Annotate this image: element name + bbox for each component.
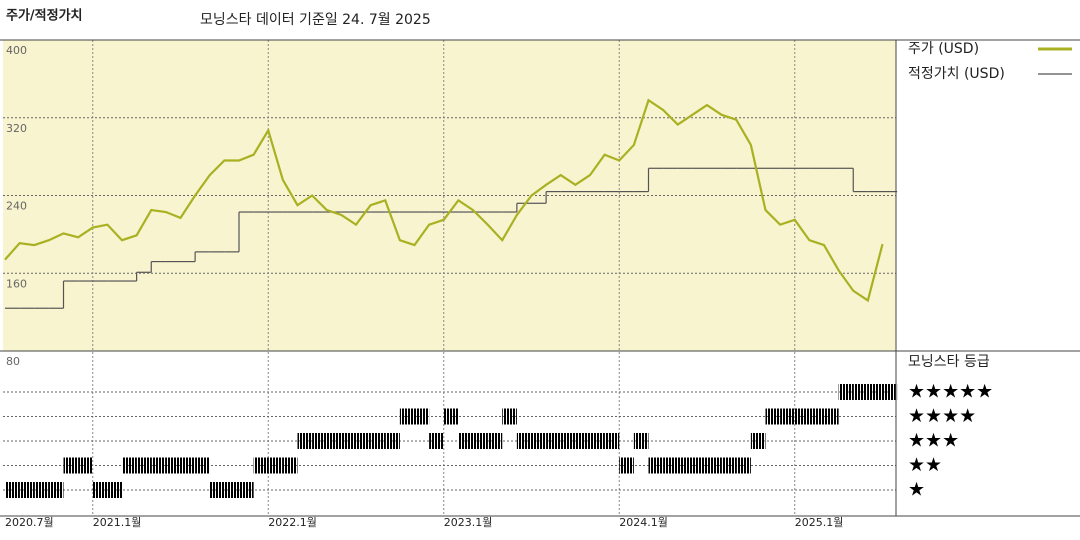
rating-bar: [619, 457, 634, 474]
rating-bar: [195, 457, 210, 474]
rating-bar: [443, 408, 459, 425]
rating-bar: [765, 408, 781, 425]
rating-bar: [736, 457, 751, 474]
rating-bar: [604, 433, 620, 449]
rating-bar: [707, 457, 722, 474]
x-tick-label: 2025.1월: [795, 516, 844, 529]
price-line: [4, 98, 884, 303]
subtitle: 모닝스타 데이터 기준일 24. 7월 2025: [200, 12, 431, 28]
rating-bar: [560, 433, 576, 449]
rating-label: ★: [908, 479, 925, 501]
chart-title: 주가/적정가치: [6, 8, 83, 24]
rating-bar: [19, 482, 35, 498]
rating-bar: [326, 433, 342, 449]
rating-bar: [107, 482, 122, 498]
rating-bar: [721, 457, 737, 474]
rating-bar: [531, 433, 547, 449]
rating-bar: [370, 433, 386, 449]
rating-bar: [663, 457, 678, 474]
rating-label: ★★★★★: [908, 381, 993, 403]
rating-bar: [239, 482, 254, 498]
rating-bar: [648, 457, 664, 474]
rating-bar: [809, 408, 824, 425]
rating-bar: [458, 433, 473, 449]
x-tick-label: 2022.1월: [268, 516, 317, 529]
rating-bar: [78, 457, 93, 474]
rating-bar: [794, 408, 810, 425]
rating-bar: [151, 457, 166, 474]
rating-bar: [63, 457, 79, 474]
rating-label: ★★★: [908, 430, 959, 452]
rating-label: ★★: [908, 454, 942, 476]
rating-bar: [399, 408, 415, 425]
rating-bar: [575, 433, 590, 449]
rating-bar: [122, 457, 137, 474]
x-tick-label: 2020.7월: [5, 516, 54, 529]
rating-bar: [750, 433, 766, 449]
y-tick-label: 160: [6, 277, 27, 290]
legend-label: 주가 (USD): [908, 41, 979, 57]
y-tick-label: 400: [6, 44, 27, 57]
rating-bar: [838, 384, 854, 400]
rating-bar: [414, 408, 430, 425]
rating-bar: [268, 457, 283, 474]
plot: 80 160 240 320 400 2020.7월 2021.1월 2022.1월 2023.…: [3, 40, 993, 529]
rating-title: 모닝스타 등급: [908, 354, 990, 370]
rating-bar: [385, 433, 400, 449]
rating-bar: [780, 408, 795, 425]
rating-bar: [824, 408, 839, 425]
y-tick-label: 240: [6, 200, 27, 213]
rating-bar: [853, 384, 868, 400]
rating-bar: [867, 384, 883, 400]
rating-bar: [677, 457, 693, 474]
rating-label: ★★★★: [908, 405, 976, 427]
legend-label: 적정가치 (USD): [908, 66, 1005, 82]
rating-bar: [356, 433, 371, 449]
y-tick-label: 320: [6, 122, 27, 135]
rating-bar: [180, 457, 196, 474]
rating-bar: [546, 433, 561, 449]
y-tick-label: 80: [6, 355, 20, 368]
rating-bar: [253, 457, 269, 474]
x-tick-label: 2021.1월: [93, 516, 142, 529]
rating-bar: [429, 433, 444, 449]
rating-bar: [487, 433, 503, 449]
rating-bar: [473, 433, 488, 449]
rating-bar: [92, 482, 108, 498]
rating-bar: [692, 457, 707, 474]
rating-bar: [297, 433, 313, 449]
rating-bar: [224, 482, 239, 498]
rating-bar: [312, 433, 327, 449]
x-tick-label: 2024.1월: [619, 516, 668, 529]
rating-bar: [34, 482, 49, 498]
rating-bar: [590, 433, 605, 449]
rating-bar: [882, 384, 898, 400]
x-tick-label: 2023.1월: [444, 516, 493, 529]
rating-bar: [633, 433, 649, 449]
rating-bar: [5, 482, 20, 498]
rating-bar: [341, 433, 356, 449]
rating-bar: [209, 482, 225, 498]
rating-bar: [502, 408, 517, 425]
rating-bar: [516, 433, 532, 449]
rating-bar: [165, 457, 181, 474]
rating-bar: [282, 457, 298, 474]
rating-bar: [136, 457, 152, 474]
rating-bar: [48, 482, 64, 498]
